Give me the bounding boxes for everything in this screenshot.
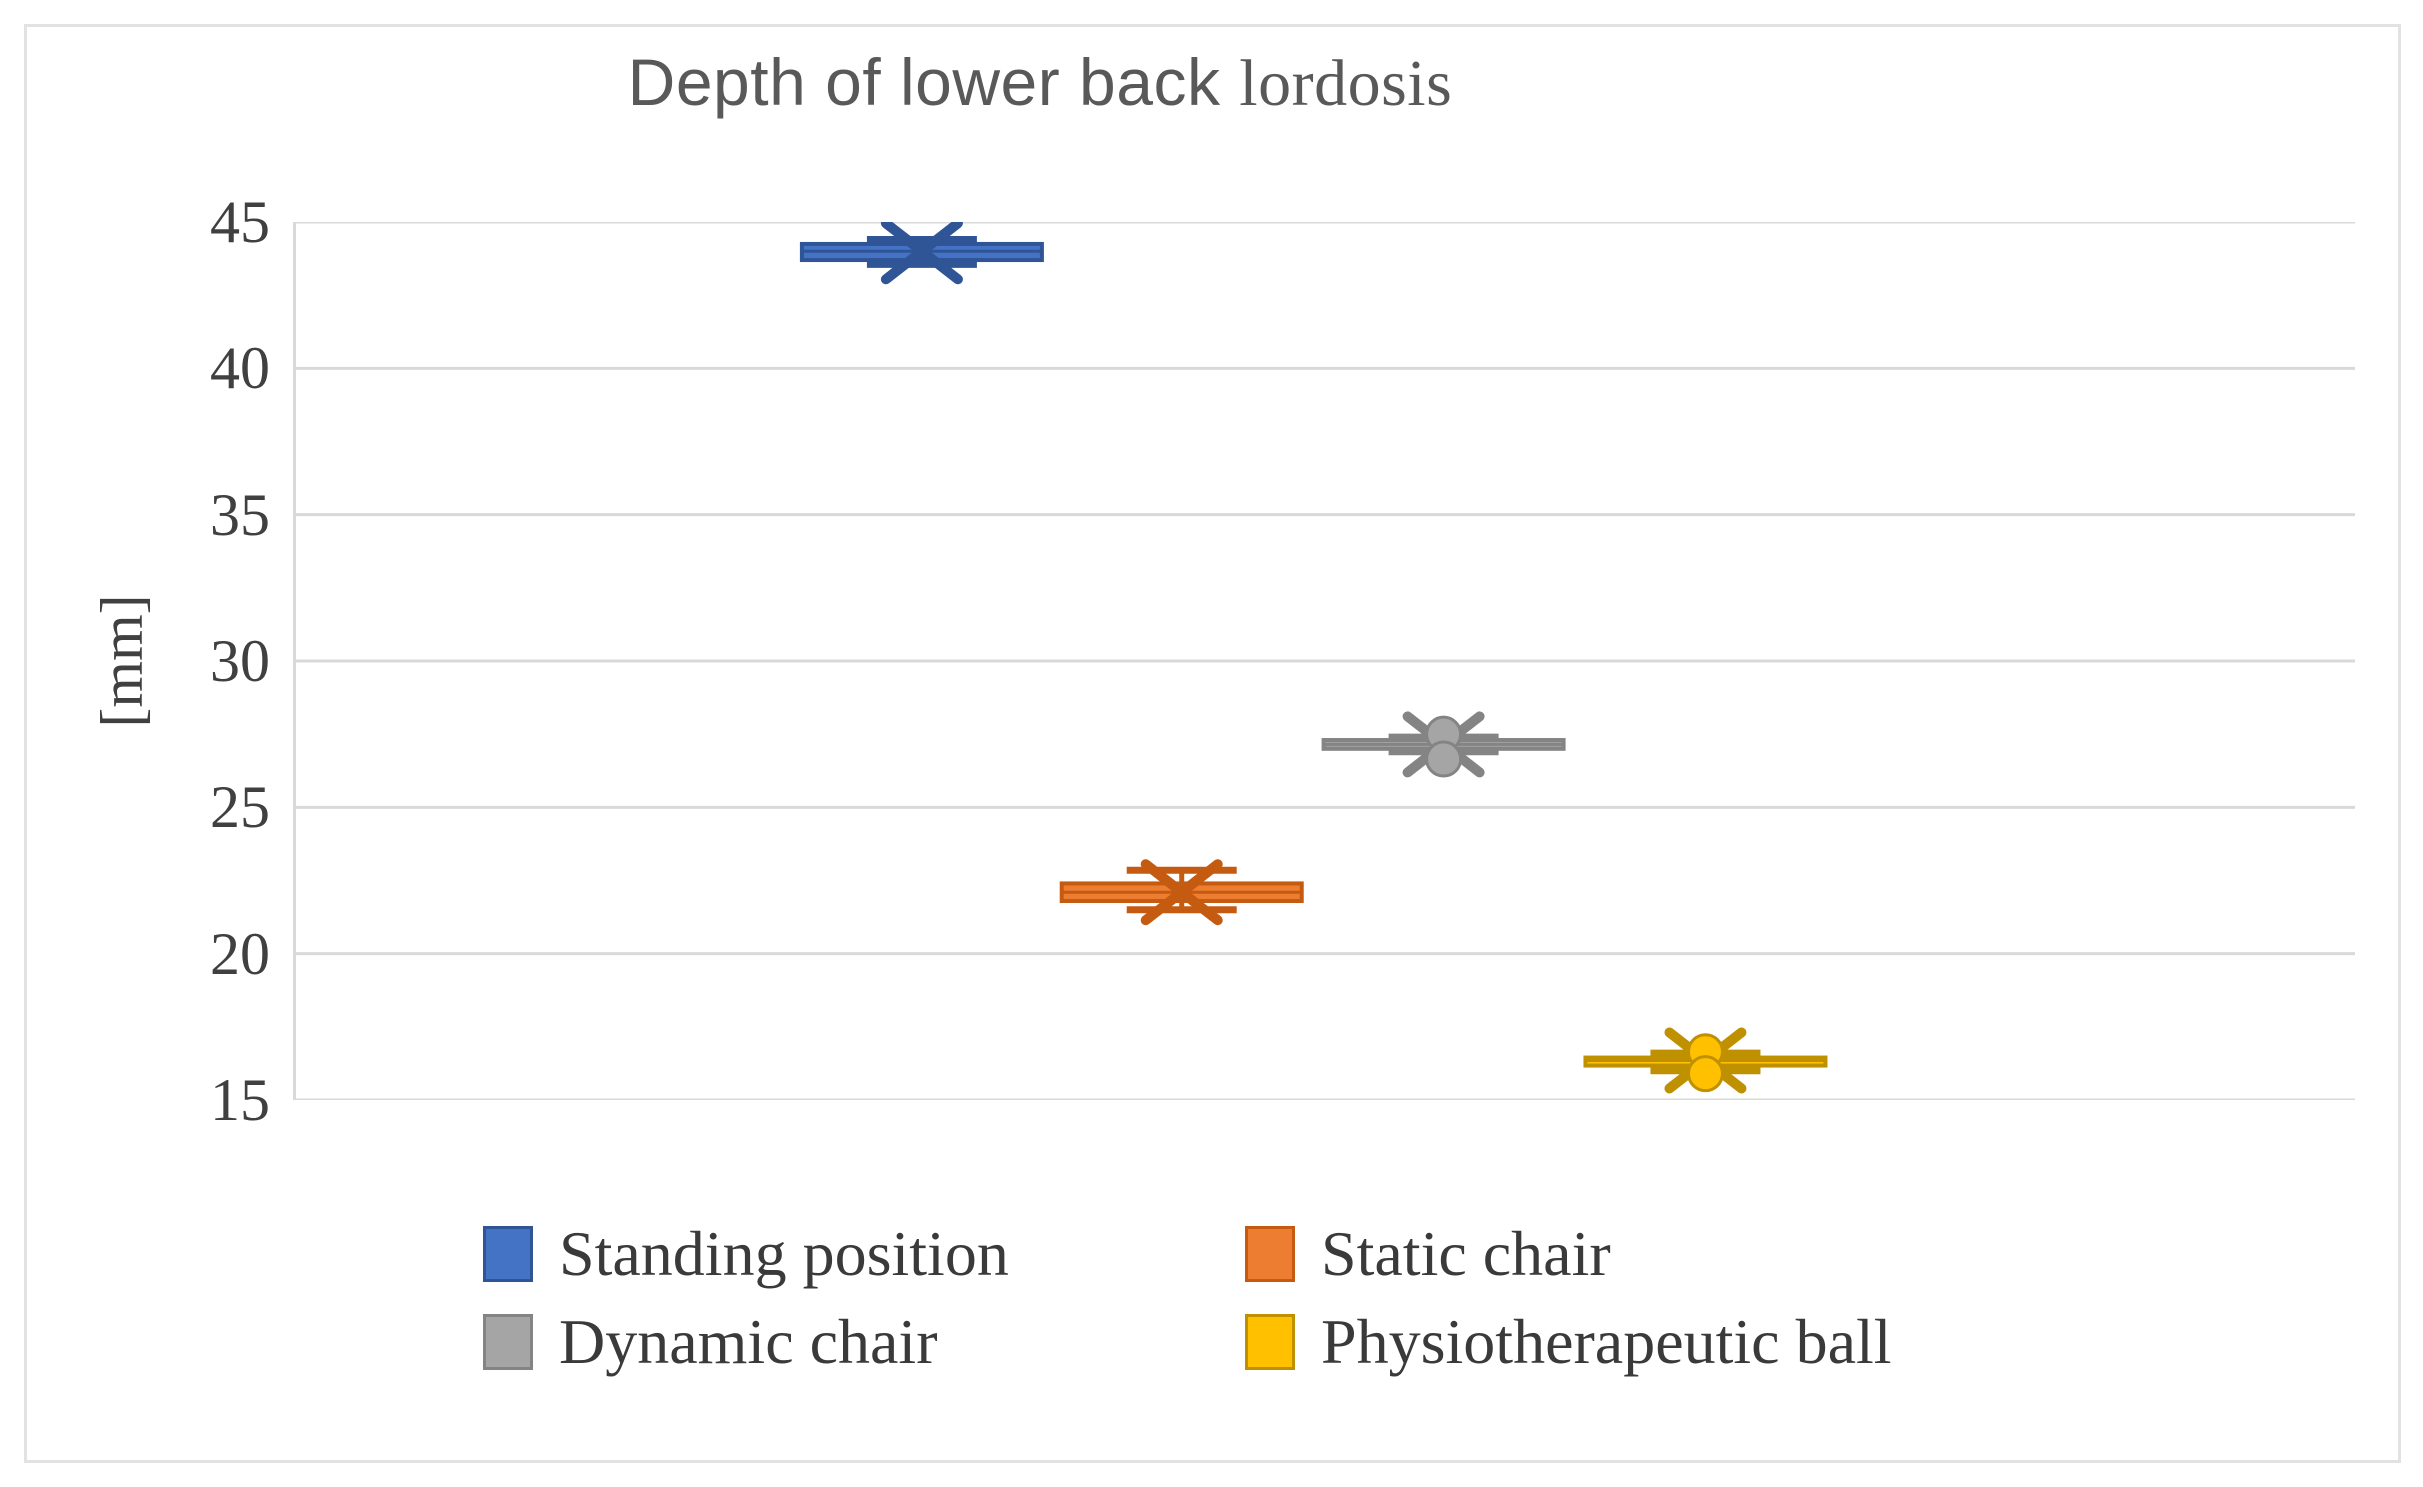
legend-swatch-physiotherapeutic-ball xyxy=(1245,1314,1295,1370)
legend-item-dynamic-chair[interactable]: Dynamic chair xyxy=(483,1306,1245,1378)
y-tick-35: 35 xyxy=(210,481,270,548)
y-tick-15: 15 xyxy=(210,1067,270,1133)
plot-area xyxy=(293,218,2355,1102)
chart-figure-border xyxy=(24,24,2401,1463)
legend-swatch-standing-position xyxy=(483,1226,533,1282)
boxplot-canvas xyxy=(293,218,2355,1102)
y-tick-25: 25 xyxy=(210,774,270,841)
y-tick-40: 40 xyxy=(210,335,270,402)
legend-swatch-static-chair xyxy=(1245,1226,1295,1282)
chart-title-main: Depth of lower back xyxy=(627,45,1240,119)
legend-label-static-chair: Static chair xyxy=(1321,1218,1611,1289)
y-tick-45: 45 xyxy=(210,189,270,255)
chart-title-accent: lordosis xyxy=(1239,47,1453,120)
legend-label-standing-position: Standing position xyxy=(559,1218,1009,1289)
series-physiotherapeutic-ball[interactable] xyxy=(1583,1027,1828,1094)
legend-item-static-chair[interactable]: Static chair xyxy=(1245,1218,1892,1290)
series-static-chair[interactable] xyxy=(1059,859,1304,926)
series-dynamic-chair[interactable] xyxy=(1321,711,1566,778)
chart-title: Depth of lower back lordosis xyxy=(290,44,1790,122)
y-tick-20: 20 xyxy=(210,920,270,987)
legend-item-physiotherapeutic-ball[interactable]: Physiotherapeutic ball xyxy=(1245,1306,1892,1378)
y-tick-30: 30 xyxy=(210,628,270,694)
gridlines xyxy=(293,220,2355,1102)
series-standing-position[interactable] xyxy=(799,218,1044,285)
legend-swatch-dynamic-chair xyxy=(483,1314,533,1370)
legend-label-dynamic-chair: Dynamic chair xyxy=(559,1306,938,1377)
legend-label-physiotherapeutic-ball: Physiotherapeutic ball xyxy=(1321,1306,1892,1377)
legend-item-standing-position[interactable]: Standing position xyxy=(483,1218,1245,1290)
chart-legend: Standing position Static chair Dynamic c… xyxy=(483,1218,1892,1378)
